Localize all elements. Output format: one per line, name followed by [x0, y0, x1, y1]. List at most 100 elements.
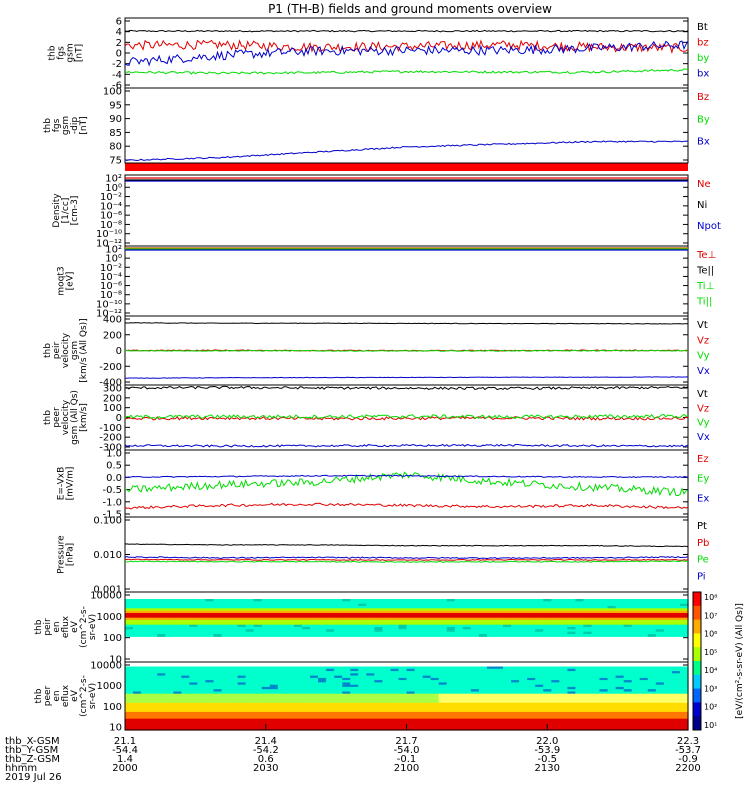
spectrogram-cell — [462, 705, 472, 708]
spectrogram-cell — [165, 698, 174, 702]
legend-entry: Vx — [697, 432, 710, 443]
spectrogram-cell — [406, 725, 416, 729]
spectrogram-cell — [414, 606, 424, 609]
spectrogram-cell — [181, 620, 190, 623]
spectrogram-cell — [350, 606, 359, 609]
spectrogram-cell — [599, 693, 609, 697]
spectrogram-cell — [285, 718, 295, 722]
spectrogram-cell — [350, 613, 359, 616]
spectrogram-cell — [181, 720, 190, 724]
spectrogram-cell — [133, 617, 142, 621]
spectrogram-cell — [623, 634, 633, 637]
spectrogram-cell — [326, 714, 335, 717]
spectrogram-cell — [438, 705, 448, 708]
spectrogram-cell — [511, 631, 520, 635]
spectrogram-cell — [382, 711, 391, 715]
y-tick-label: -0.5 — [102, 485, 122, 496]
spectrogram-cell — [165, 693, 174, 697]
spectrogram-cell — [221, 709, 231, 713]
spectrogram-cell — [438, 700, 448, 704]
spectrogram-cell — [422, 673, 432, 677]
spectrogram-cell — [342, 634, 351, 637]
spectrogram-cell — [165, 720, 174, 724]
spectrogram-cell — [535, 718, 544, 722]
spectrogram-cell — [173, 617, 182, 621]
spectrogram-cell — [277, 677, 287, 681]
spectrogram-cell — [205, 709, 214, 713]
spectrogram-cell — [237, 716, 247, 720]
spectrogram-cell — [567, 682, 576, 686]
spectrogram-cell — [398, 671, 408, 674]
spectrogram-cell — [133, 698, 142, 702]
spectrogram-cell — [189, 720, 198, 724]
spectrogram-cell — [229, 666, 239, 670]
spectrogram-cell — [567, 610, 576, 614]
spectrogram-cell — [663, 716, 673, 720]
spectrogram-cell — [567, 711, 576, 715]
spectrogram-cell — [358, 615, 367, 619]
spectrogram-cell — [671, 603, 681, 607]
spectrogram-cell — [374, 727, 383, 731]
spectrogram-cell — [125, 668, 134, 672]
spectrogram-cell — [197, 622, 206, 626]
spectrogram-cell — [213, 720, 223, 724]
spectrogram-cell — [237, 707, 247, 711]
spectrogram-cell — [414, 624, 424, 628]
spectrogram-cell — [398, 620, 408, 623]
spectrogram-cell — [470, 725, 480, 729]
x-row-label: thb_X-GSM — [5, 736, 60, 747]
legend-entry: Pi — [697, 571, 706, 582]
spectrogram-cell — [680, 617, 689, 621]
spectrogram-cell — [615, 709, 625, 713]
spectrogram-cell — [374, 634, 383, 637]
spectrogram-cell — [149, 601, 158, 605]
spectrogram-cell — [454, 608, 464, 612]
spectrogram-cell — [511, 711, 520, 715]
spectrogram-cell — [213, 725, 223, 729]
series-Ez — [124, 502, 689, 510]
spectrogram-cell — [486, 620, 496, 623]
spectrogram-cell — [189, 603, 198, 607]
spectrogram-cell — [430, 620, 440, 623]
spectrogram-cell — [647, 668, 657, 672]
spectrogram-cell — [141, 617, 150, 621]
spectrogram-cell — [663, 631, 673, 635]
spectrogram-cell — [486, 702, 496, 706]
spectrogram-cell — [326, 673, 335, 677]
spectrogram-cell — [398, 720, 408, 724]
legend-entry: Vt — [697, 320, 708, 331]
spectrogram-cell — [237, 727, 247, 731]
spectrogram-cell — [535, 675, 544, 679]
spectrogram-cell — [663, 620, 673, 623]
spectrogram-cell — [551, 673, 560, 677]
spectrogram-cell — [149, 615, 158, 619]
spectrogram-cell — [277, 675, 287, 679]
spectrogram-cell — [559, 615, 568, 619]
spectrogram-cell — [358, 599, 367, 602]
spectrogram-cell — [527, 691, 536, 695]
spectrogram-cell — [631, 689, 641, 693]
spectrogram-cell — [430, 615, 440, 619]
spectrogram-cell — [462, 702, 472, 706]
spectrogram-cell — [205, 682, 214, 686]
spectrogram-cell — [269, 716, 279, 720]
spectrogram-cell — [285, 711, 295, 715]
spectrogram-cell — [478, 702, 488, 706]
spectrogram-cell — [647, 613, 657, 616]
legend-entry: Ti⊥ — [696, 281, 714, 292]
spectrogram-cell — [221, 608, 231, 612]
spectrogram-cell — [430, 671, 440, 674]
spectrogram-cell — [301, 680, 311, 683]
series-Vz — [124, 416, 689, 421]
spectrogram-cell — [623, 608, 633, 612]
spectrogram-cell — [301, 671, 311, 674]
spectrogram-cell — [615, 615, 625, 619]
spectrogram-cell — [293, 682, 303, 686]
spectrogram-cell — [655, 624, 665, 628]
spectrogram-cell — [358, 711, 367, 715]
spectrogram-cell — [213, 700, 223, 704]
spectrogram-cell — [663, 705, 673, 708]
spectrogram-cell — [495, 608, 504, 612]
spectrogram-cell — [623, 720, 633, 724]
spectrogram-cell — [535, 617, 544, 621]
